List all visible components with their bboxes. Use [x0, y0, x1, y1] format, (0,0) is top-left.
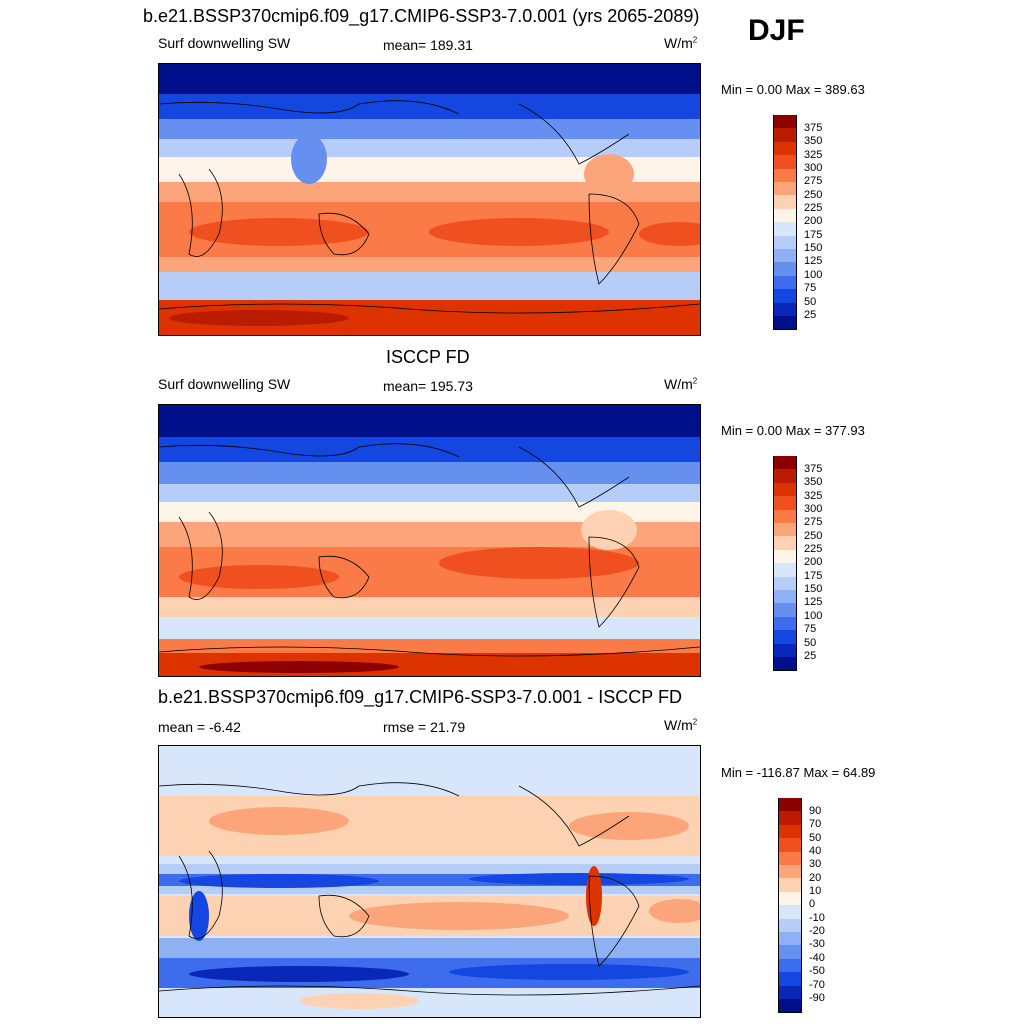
panel1-minmax: Min = 0.00 Max = 389.63 [721, 82, 865, 97]
panel3-rmse: rmse = 21.79 [383, 719, 466, 735]
colorbar-label: 375 [804, 463, 823, 475]
colorbar-label: 100 [804, 610, 823, 622]
colorbar-label: 200 [804, 556, 823, 568]
season-label: DJF [748, 14, 805, 47]
colorbar-label: 225 [804, 543, 823, 555]
colorbar-label: 20 [809, 872, 822, 884]
colorbar-label: 275 [804, 516, 823, 528]
colorbar-label: 250 [804, 530, 823, 542]
colorbar-label: -70 [809, 979, 825, 991]
colorbar-label: 50 [809, 832, 822, 844]
panel3-mean: mean = -6.42 [158, 719, 241, 735]
colorbar-label: 100 [804, 269, 823, 281]
panel2-map [158, 404, 701, 677]
colorbar-label: 175 [804, 570, 823, 582]
colorbar-label: 40 [809, 845, 822, 857]
colorbar-label: 300 [804, 162, 823, 174]
panel1-mean: mean= 189.31 [383, 37, 473, 53]
colorbar-label: -30 [809, 938, 825, 950]
colorbar-label: 50 [804, 296, 817, 308]
colorbar-label: 325 [804, 490, 823, 502]
colorbar-label: 175 [804, 229, 823, 241]
colorbar-label: 325 [804, 149, 823, 161]
panel1-map [158, 63, 701, 336]
colorbar-label: 125 [804, 255, 823, 267]
panel2-variable-label: Surf downwelling SW [158, 376, 291, 392]
panel1-units: W/m2 [664, 35, 698, 51]
panel1-colorbar: 375 350 325 300 275 250 225 200 175 150 … [773, 115, 833, 331]
colorbar-label: -10 [809, 912, 825, 924]
panel3-map [158, 745, 701, 1018]
colorbar-label: 250 [804, 189, 823, 201]
colorbar-label: 0 [809, 898, 816, 910]
panel2-title: ISCCP FD [386, 347, 470, 367]
panel3-field [159, 746, 700, 1017]
colorbar-label: 50 [804, 637, 817, 649]
colorbar-label: -20 [809, 925, 825, 937]
panel2-units: W/m2 [664, 376, 698, 392]
colorbar-label: -90 [809, 992, 825, 1004]
colorbar-label: 90 [809, 805, 822, 817]
panel3-minmax: Min = -116.87 Max = 64.89 [721, 765, 876, 780]
colorbar-label: 25 [804, 309, 817, 321]
colorbar-label: 200 [804, 215, 823, 227]
colorbar-label: 225 [804, 202, 823, 214]
colorbar-label: 75 [804, 623, 817, 635]
colorbar-label: -50 [809, 965, 825, 977]
panel3-units: W/m2 [664, 717, 698, 733]
colorbar-label: 150 [804, 583, 823, 595]
panel1-field [159, 64, 700, 335]
panel1-variable-label: Surf downwelling SW [158, 35, 291, 51]
colorbar-label: 350 [804, 476, 823, 488]
colorbar-label: 25 [804, 650, 817, 662]
colorbar-label: 300 [804, 503, 823, 515]
panel2-field [159, 405, 700, 676]
colorbar-label: 375 [804, 122, 823, 134]
colorbar-label: 75 [804, 282, 817, 294]
panel3-title: b.e21.BSSP370cmip6.f09_g17.CMIP6-SSP3-7.… [158, 687, 682, 707]
colorbar-label: 125 [804, 596, 823, 608]
colorbar-label: 350 [804, 135, 823, 147]
colorbar-label: 150 [804, 242, 823, 254]
colorbar-label: 275 [804, 175, 823, 187]
panel3-colorbar: 90 70 50 40 30 20 10 0 -10 -20 -30 -40 -… [778, 798, 838, 1014]
colorbar-label: -40 [809, 952, 825, 964]
panel2-mean: mean= 195.73 [383, 378, 473, 394]
colorbar-label: 10 [809, 885, 822, 897]
colorbar-label: 30 [809, 858, 822, 870]
panel2-colorbar: 375 350 325 300 275 250 225 200 175 150 … [773, 456, 833, 672]
panel2-minmax: Min = 0.00 Max = 377.93 [721, 423, 865, 438]
colorbar-label: 70 [809, 818, 822, 830]
panel1-title: b.e21.BSSP370cmip6.f09_g17.CMIP6-SSP3-7.… [143, 6, 700, 26]
